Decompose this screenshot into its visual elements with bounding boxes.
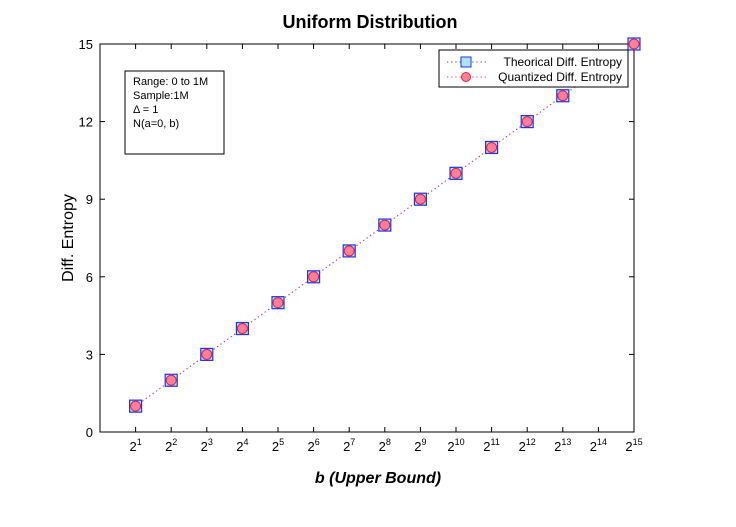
x-tick-label-base: 2 [236,439,243,454]
x-tick-label-base: 2 [201,439,208,454]
y-axis: 0 3 6 9 12 15 [79,37,634,440]
x-tick-label-base: 2 [165,439,172,454]
data-point-quantized [272,297,284,309]
x-tick-label-base: 2 [129,439,136,454]
x-tick-label-exponent: 15 [633,437,643,447]
y-tick-label: 12 [79,115,93,130]
x-tick-label-exponent: 10 [455,437,465,447]
y-tick-label: 0 [86,425,93,440]
data-point-quantized [201,348,213,360]
x-tick-label-base: 2 [519,439,526,454]
x-tick-label-exponent: 3 [208,437,213,447]
x-tick-label-base: 2 [414,439,421,454]
annotation-line: N(a=0, b) [133,118,179,130]
x-tick-label-exponent: 13 [561,437,571,447]
x-tick-label-base: 2 [343,439,350,454]
x-tick-label-base: 2 [379,439,386,454]
y-tick-label: 6 [86,270,93,285]
x-tick-label: 214 [590,437,607,454]
data-point-quantized [308,271,320,283]
x-tick-label-exponent: 12 [526,437,536,447]
x-tick-label-base: 2 [483,439,490,454]
legend-marker-square [460,56,472,68]
x-tick-label-base: 2 [554,439,561,454]
data-point-quantized [628,38,640,50]
x-tick-label: 24 [236,437,248,454]
plot-area-frame [99,43,635,433]
data-point-quantized [130,400,142,412]
x-tick-label-exponent: 2 [172,437,177,447]
data-point-quantized [486,141,498,153]
x-tick-label: 23 [201,437,213,454]
data-point-quantized [379,219,391,231]
x-tick-label-exponent: 6 [315,437,320,447]
x-tick-label: 26 [307,437,319,454]
annotation-box-frame [124,70,225,155]
y-tick-label: 3 [86,347,93,362]
x-tick-label-base: 2 [590,439,597,454]
annotation-box: Range: 0 to 1M Sample:1M Δ = 1 N(a=0, b) [124,70,225,155]
x-tick-label-exponent: 11 [491,437,500,447]
chart-title: Uniform Distribution [283,12,458,32]
legend-label: Quantized Diff. Entropy [498,70,622,84]
x-axis-label: b (Upper Bound) [315,470,441,487]
y-tick-label: 9 [86,192,93,207]
x-tick-label-exponent: 1 [137,437,142,447]
data-point-quantized [521,116,533,128]
series-lines [135,43,635,407]
x-tick-label-base: 2 [625,439,632,454]
x-tick-label-exponent: 14 [597,437,607,447]
x-tick-label: 210 [447,437,464,454]
x-tick-label: 22 [165,437,177,454]
data-point-quantized [450,167,462,179]
x-axis: 21 22 23 24 25 26 27 28 29 210 211 212 213 214 215 [129,44,643,454]
data-point-quantized [414,193,426,205]
legend-label: Theorical Diff. Entropy [504,55,623,69]
x-tick-label: 215 [625,437,642,454]
x-tick-label-base: 2 [307,439,314,454]
x-tick-label: 211 [483,437,500,454]
data-point-quantized [165,374,177,386]
x-tick-label-exponent: 7 [350,437,355,447]
annotation-line: Δ = 1 [133,104,158,116]
data-point-quantized [343,245,355,257]
annotation-line: Sample:1M [133,90,189,102]
data-point-quantized [236,323,248,335]
series-marks [129,37,641,413]
x-tick-label-base: 2 [272,439,279,454]
x-tick-label: 213 [554,437,571,454]
x-tick-label: 29 [414,437,426,454]
legend-marker-circle [461,72,471,82]
series-line-1 [135,43,635,407]
legend-frame [438,49,629,88]
x-tick-label-exponent: 8 [386,437,391,447]
data-point-quantized [557,90,569,102]
x-tick-label: 27 [343,437,355,454]
y-axis-label: Diff. Entropy [60,194,77,282]
x-tick-label: 25 [272,437,284,454]
x-tick-label: 212 [519,437,536,454]
y-tick-label: 15 [79,37,93,52]
x-tick-label-base: 2 [447,439,454,454]
x-tick-label: 21 [129,437,141,454]
annotation-line: Range: 0 to 1M [133,76,208,88]
x-tick-label-exponent: 4 [244,437,249,447]
x-tick-label: 28 [379,437,391,454]
x-tick-label-exponent: 5 [279,437,284,447]
x-tick-label-exponent: 9 [422,437,427,447]
